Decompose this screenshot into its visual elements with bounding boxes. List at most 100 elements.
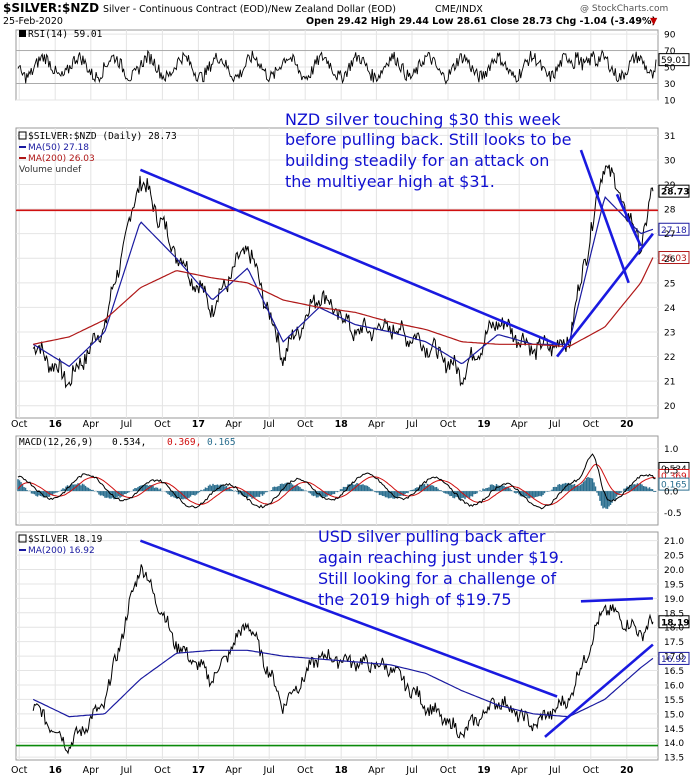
- nzd-y-tick-label: 31: [664, 132, 675, 142]
- x-tick-label: Apr: [368, 419, 385, 430]
- gridlines: [16, 30, 658, 760]
- rsi-y-tick-label: 50: [664, 64, 676, 74]
- nzd-y-tick-label: 23: [664, 328, 675, 338]
- x-tick-label: Oct: [297, 765, 314, 776]
- ohlc-readout: Open 29.42 High 29.44 Low 28.61 Close 28…: [306, 16, 656, 27]
- usd-legend-swatch: [18, 534, 27, 543]
- usd-y-tick-label: 15.5: [664, 696, 684, 706]
- ma200-legend-label: MA(200) 26.03: [28, 154, 95, 164]
- macd-legend-signal: 0.369,: [167, 437, 201, 448]
- rsi-y-tick-label: 30: [664, 80, 676, 90]
- overlay-layer: 28.7327.1826.0318.1916.9259.010.5340.369…: [16, 53, 690, 747]
- x-tick-label: 20: [620, 419, 634, 430]
- x-tick-label: Oct: [583, 765, 600, 776]
- macd-value-label-box: [658, 477, 690, 491]
- macd-legend-label: MACD(12,26,9): [19, 437, 93, 448]
- nzd-value-label-box: [658, 251, 690, 265]
- x-tick-label: Oct: [11, 765, 28, 776]
- macd-y-tick-label: 0.0: [664, 488, 679, 498]
- usd-value-label: 16.92: [661, 655, 687, 665]
- x-tick-label: Jul: [262, 765, 274, 776]
- x-tick-label: Apr: [225, 419, 242, 430]
- x-tick-label: 19: [477, 765, 490, 776]
- rsi-value-label-box: [658, 53, 690, 67]
- x-tick-label: Jul: [548, 765, 560, 776]
- nzd-y-tick-label: 24: [664, 304, 676, 314]
- usd-y-tick-label: 14.5: [664, 725, 684, 735]
- nzd-series-ma-200-: [33, 257, 654, 348]
- nzd-panel-frame: [15, 127, 659, 419]
- usd-trendline: [544, 643, 654, 738]
- rsi-value-label: 59.01: [661, 56, 687, 66]
- x-tick-label: 17: [192, 419, 205, 430]
- x-tick-label: 16: [49, 419, 63, 430]
- usd-annotation: USD silver pulling back after again reac…: [318, 527, 564, 609]
- nzd-value-label-box: [658, 184, 690, 198]
- usd-y-tick-label: 19.5: [664, 580, 684, 590]
- nzd-annotation-line-1: NZD silver touching $30 this week: [285, 110, 561, 129]
- macd-y-tick-label: 0.5: [664, 466, 678, 476]
- nzd-y-tick-label: 25: [664, 279, 675, 289]
- usd-annotation-line-3: Still looking for a challenge of: [318, 569, 556, 588]
- nzd-annotation-line-4: the multiyear high at $31.: [285, 172, 495, 191]
- exchange-label: CME/INDX: [435, 4, 483, 15]
- macd-legend-macd: 0.534,: [112, 437, 146, 448]
- nzd-trendline: [579, 149, 630, 284]
- series-layer: [17, 49, 657, 755]
- usd-y-tick-label: 19.0: [664, 595, 684, 605]
- nzd-y-tick-label: 20: [664, 402, 676, 412]
- x-tick-label: Apr: [368, 765, 385, 776]
- x-tick-label: Oct: [583, 419, 600, 430]
- x-tick-label: Oct: [154, 419, 171, 430]
- usd-y-tick-label: 16.5: [664, 667, 684, 677]
- x-tick-label: Oct: [440, 419, 457, 430]
- x-tick-label: Jul: [262, 419, 274, 430]
- usd-y-tick-label: 15.0: [664, 710, 684, 720]
- nzd-legend-swatch: [18, 131, 27, 140]
- nzd-value-label: 26.03: [661, 254, 687, 264]
- usd-legend-series: $SILVER 18.19: [28, 534, 103, 545]
- nzd-y-tick-label: 27: [664, 230, 675, 240]
- chart-date: 25-Feb-2020: [3, 16, 63, 27]
- chart-header: $SILVER:$NZD Silver - Continuous Contrac…: [3, 1, 668, 27]
- rsi-legend-swatch: [19, 30, 26, 37]
- brand-label: @ StockCharts.com: [580, 4, 668, 14]
- x-tick-label: Oct: [11, 419, 28, 430]
- nzd-trendline: [139, 168, 558, 346]
- usd-series--silver: [32, 564, 654, 755]
- nzd-y-tick-label: 21: [664, 378, 675, 388]
- macd-legend-hist: 0.165: [207, 437, 236, 448]
- x-tick-label: Apr: [511, 419, 528, 430]
- macd-value-label: 0.369: [661, 472, 687, 482]
- nzd-legend: $SILVER:$NZD (Daily) 28.73 MA(50) 27.18 …: [18, 131, 177, 175]
- x-tick-label: Apr: [83, 765, 100, 776]
- macd-line: [17, 453, 656, 510]
- ma50-legend-label: MA(50) 27.18: [28, 143, 89, 153]
- usd-ma200-legend-label: MA(200) 16.92: [28, 546, 95, 556]
- usd-y-tick-label: 18.0: [664, 624, 684, 634]
- usd-annotation-line-2: again reaching just under $19.: [318, 548, 564, 567]
- rsi-legend-label: RSI(14) 59.01: [28, 29, 103, 40]
- usd-annotation-line-1: USD silver pulling back after: [318, 527, 546, 546]
- usd-y-tick-label: 17.0: [664, 653, 684, 663]
- nzd-annotation-line-3: building steadily for an attack on: [285, 151, 549, 170]
- x-tick-label: Jul: [548, 419, 560, 430]
- nzd-y-tick-label: 29: [664, 181, 676, 191]
- usd-value-label-box: [658, 615, 690, 629]
- nzd-legend-series: $SILVER:$NZD (Daily) 28.73: [28, 131, 177, 142]
- x-tick-label: Jul: [405, 765, 417, 776]
- rsi-legend: RSI(14) 59.01: [19, 29, 103, 40]
- x-tick-label: Oct: [297, 419, 314, 430]
- x-tick-label: Jul: [405, 419, 417, 430]
- nzd-y-tick-label: 28: [664, 206, 676, 216]
- nzd-y-tick-label: 26: [664, 255, 676, 265]
- nzd-value-label: 28.73: [661, 188, 689, 198]
- x-tick-label: 16: [49, 765, 63, 776]
- symbol-description: Silver - Continuous Contract (EOD)/New Z…: [103, 4, 396, 15]
- x-tick-label: 18: [335, 765, 349, 776]
- nzd-y-tick-label: 30: [664, 156, 676, 166]
- usd-value-label-box: [658, 651, 690, 665]
- x-tick-label: Apr: [511, 765, 528, 776]
- x-tick-label: Jul: [120, 419, 132, 430]
